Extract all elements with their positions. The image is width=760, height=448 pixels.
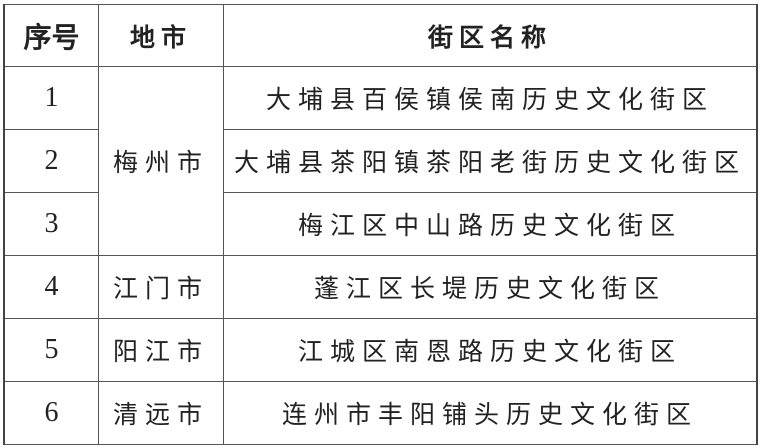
cell-city: 清远市 [98,381,224,445]
cell-city: 江门市 [98,255,224,319]
cell-name: 大埔县茶阳镇茶阳老街历史文化街区 [223,129,758,193]
cell-index: 5 [3,318,99,382]
table-row: 4 江门市 蓬江区长堤历史文化街区 [3,255,758,319]
cell-index: 6 [3,381,99,445]
cell-city: 阳江市 [98,318,224,382]
cell-index: 3 [3,192,99,256]
table-row: 3 梅江区中山路历史文化街区 [3,192,758,256]
cell-name: 大埔县百侯镇侯南历史文化街区 [223,66,758,130]
historic-districts-table: 序号 地市 街区名称 1 梅州市 大埔县百侯镇侯南历史文化街区 2 大埔县茶阳镇… [3,4,758,445]
header-index: 序号 [3,4,99,67]
cell-index: 2 [3,129,99,193]
header-city: 地市 [98,4,224,67]
cell-name: 连州市丰阳铺头历史文化街区 [223,381,758,445]
cell-name: 梅江区中山路历史文化街区 [223,192,758,256]
header-name: 街区名称 [223,4,758,67]
table-row: 1 梅州市 大埔县百侯镇侯南历史文化街区 [3,66,758,256]
table-row: 5 阳江市 江城区南恩路历史文化街区 [3,318,758,382]
cell-city: 梅州市 [98,66,224,256]
cell-index: 4 [3,255,99,319]
cell-name: 蓬江区长堤历史文化街区 [223,255,758,319]
table-row: 2 大埔县茶阳镇茶阳老街历史文化街区 [3,129,758,193]
header-row: 序号 地市 街区名称 [3,4,758,67]
cell-name: 江城区南恩路历史文化街区 [223,318,758,382]
cell-index: 1 [3,66,99,130]
table-row: 6 清远市 连州市丰阳铺头历史文化街区 [3,381,758,445]
